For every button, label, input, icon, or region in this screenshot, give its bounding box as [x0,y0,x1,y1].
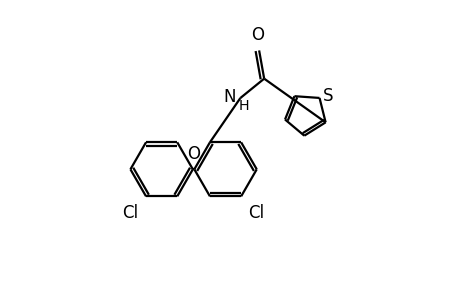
Text: Cl: Cl [122,204,138,222]
Text: H: H [238,100,249,113]
Text: O: O [251,26,263,44]
Text: O: O [187,145,200,163]
Text: S: S [322,87,333,105]
Text: N: N [223,88,235,106]
Text: Cl: Cl [248,204,264,222]
